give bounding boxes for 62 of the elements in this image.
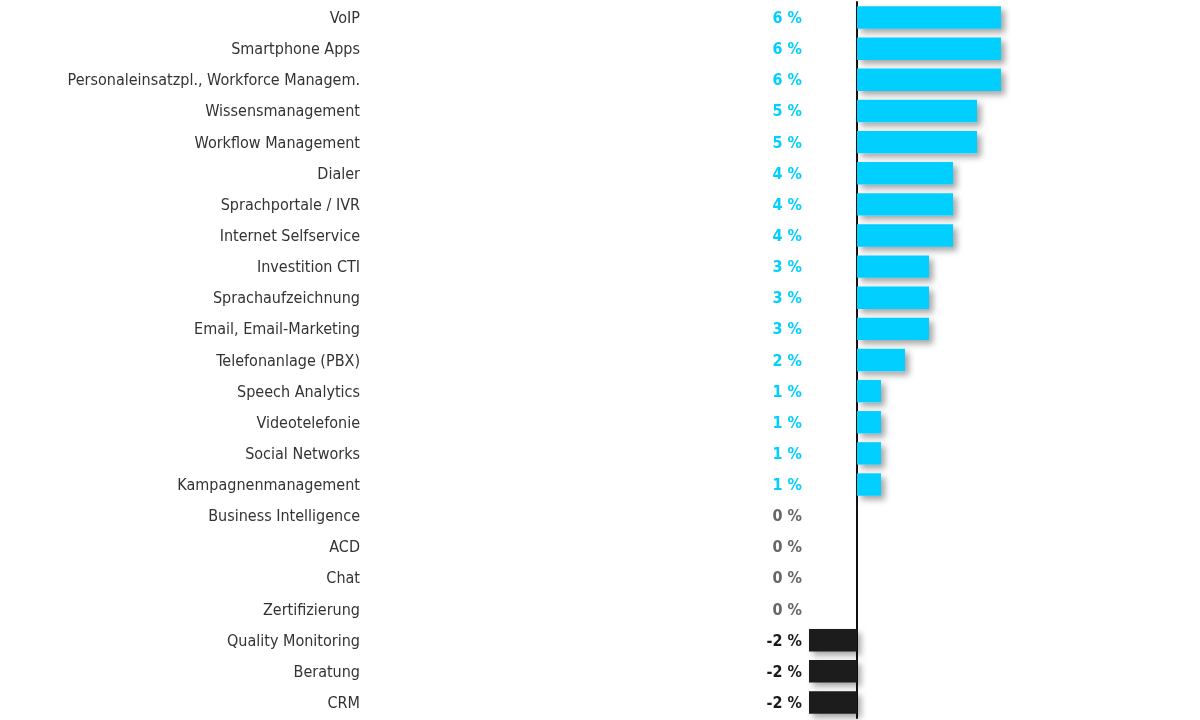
y-tick-label: Personaleinsatzpl., Workforce Managem. [67, 70, 360, 90]
data-label: 6 % [772, 8, 802, 28]
data-label: 0 % [772, 599, 802, 619]
data-label: 4 % [772, 225, 802, 245]
data-label: -2 % [766, 661, 802, 681]
bar [857, 442, 881, 465]
data-label: 1 % [772, 443, 802, 463]
bar [857, 99, 977, 123]
y-tick-label: Quality Monitoring [227, 630, 360, 650]
y-tick-label: Beratung [293, 661, 360, 681]
bar [857, 255, 929, 278]
y-tick-label: Videotelefonie [256, 412, 361, 432]
data-label: 5 % [772, 132, 802, 152]
data-label: 4 % [772, 194, 802, 214]
y-tick-label: Sprachportale / IVR [220, 194, 360, 214]
y-tick-label: Internet Selfservice [219, 225, 361, 245]
data-label: 4 % [772, 163, 802, 183]
bar [857, 68, 1001, 92]
bar [857, 473, 881, 496]
bar [857, 130, 977, 154]
y-tick-label: Chat [326, 568, 361, 588]
data-label: 2 % [772, 350, 802, 370]
bar [857, 317, 929, 341]
data-label: 6 % [772, 70, 802, 90]
data-label: 1 % [772, 381, 802, 401]
y-tick-label: Smartphone Apps [231, 39, 360, 59]
y-tick-label: CRM [327, 692, 360, 712]
y-tick-label: Telefonanlage (PBX) [215, 350, 360, 370]
data-label: 1 % [772, 412, 802, 432]
y-tick-label: Kampagnenmanagement [177, 475, 361, 495]
data-label: 0 % [772, 568, 802, 588]
data-label: 1 % [772, 475, 802, 495]
data-label: 6 % [772, 39, 802, 59]
bar [857, 193, 953, 216]
data-label: 5 % [772, 101, 802, 121]
bar [857, 37, 1001, 60]
y-tick-label: Sprachaufzeichnung [212, 288, 360, 308]
data-label: 3 % [772, 319, 802, 339]
bar [857, 286, 929, 309]
y-tick-label: ACD [329, 537, 360, 557]
data-label: 0 % [772, 537, 802, 557]
data-label: 3 % [772, 257, 802, 277]
bar [857, 224, 953, 247]
y-tick-label: Email, Email-Marketing [194, 319, 360, 339]
bar [857, 6, 1001, 29]
bar [857, 348, 905, 372]
y-tick-label: Business Intelligence [208, 506, 361, 526]
bar [857, 411, 881, 434]
y-tick-label: Investition CTI [256, 257, 360, 277]
data-label: -2 % [766, 692, 802, 712]
y-tick-label: Social Networks [245, 443, 360, 463]
y-tick-label: Speech Analytics [237, 381, 360, 401]
data-label: 0 % [772, 506, 802, 526]
data-label: -2 % [766, 630, 802, 650]
y-tick-label: Zertifizierung [262, 599, 360, 619]
y-tick-label: Workflow Management [194, 132, 361, 152]
y-tick-label: VoIP [329, 8, 361, 28]
bar [857, 379, 881, 403]
data-label: 3 % [772, 288, 802, 308]
y-tick-label: Dialer [317, 163, 361, 183]
bar [857, 162, 953, 185]
y-tick-label: Wissensmanagement [205, 101, 361, 121]
